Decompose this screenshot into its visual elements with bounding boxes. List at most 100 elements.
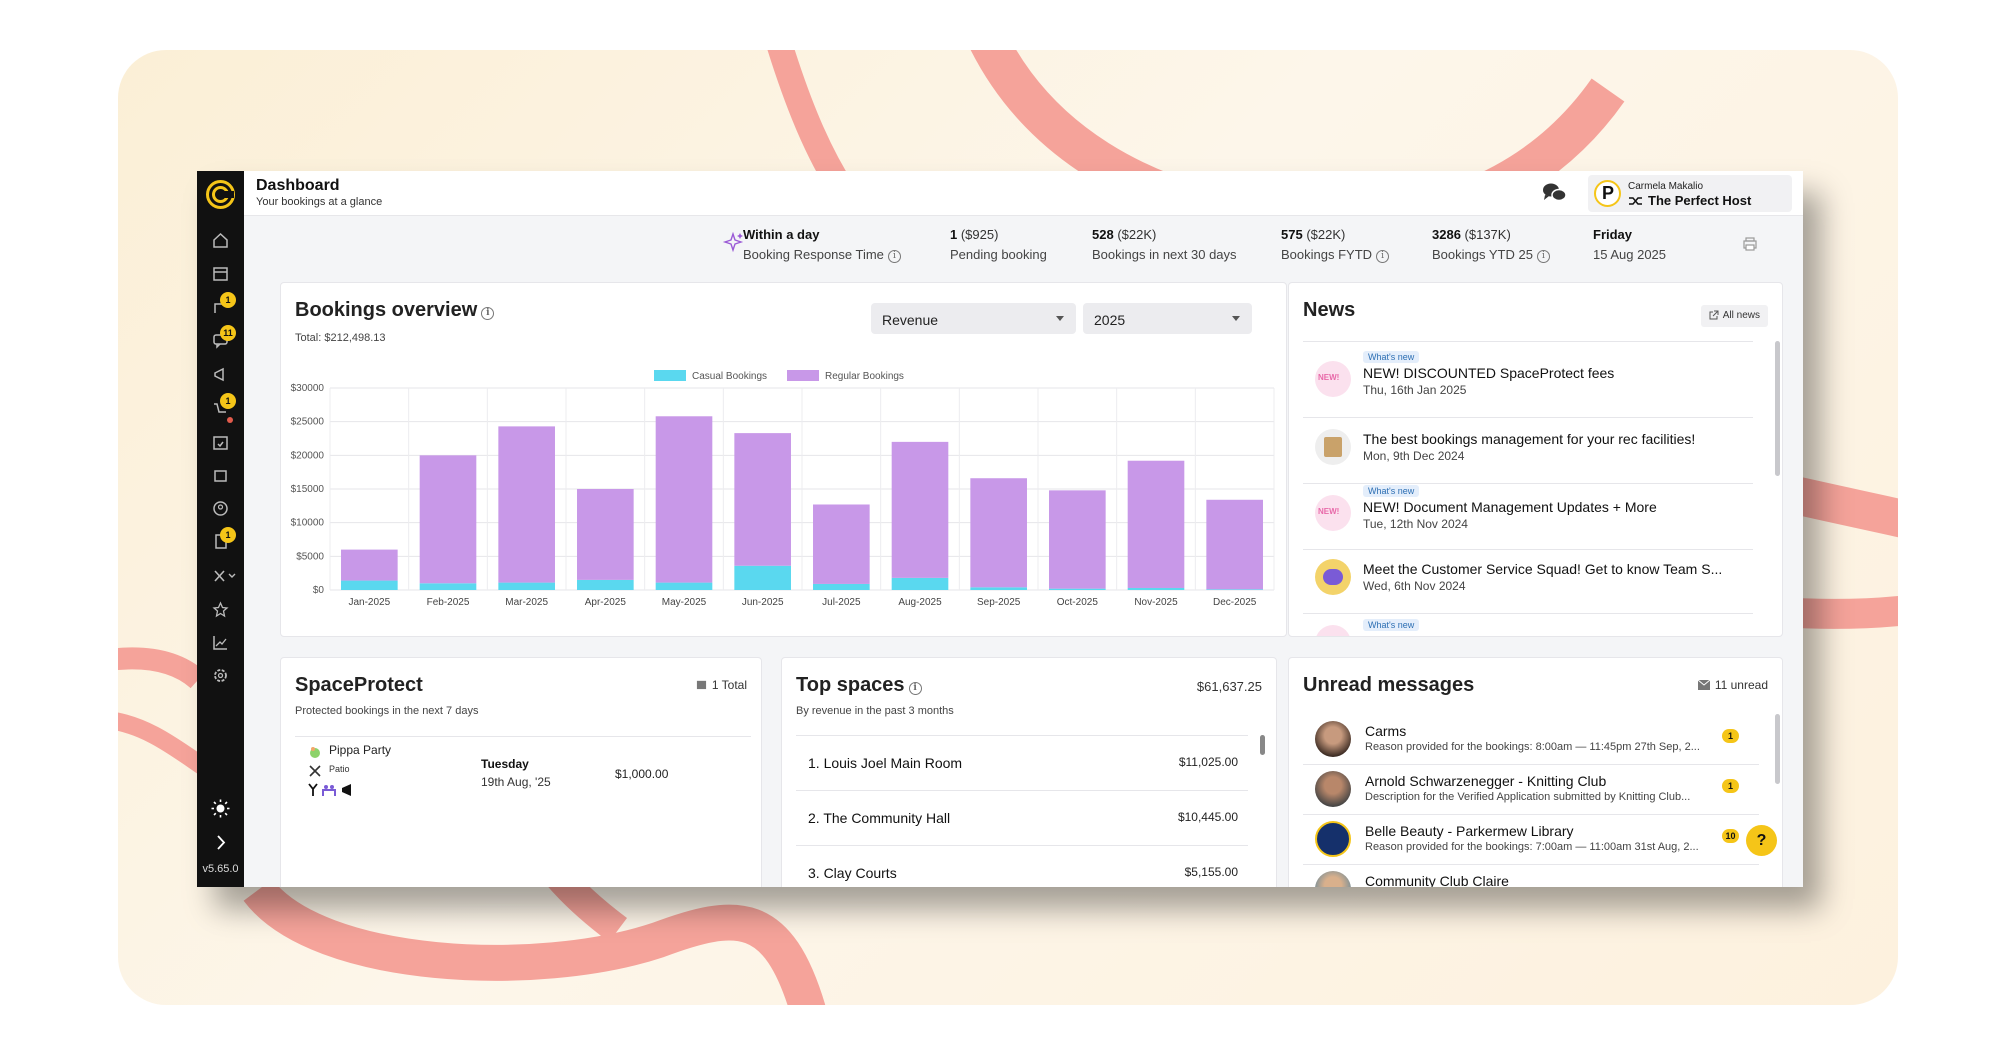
chevron-down-icon: [1056, 316, 1064, 321]
news-card: News All news NEW! What's new NEW! DISCO…: [1288, 282, 1783, 637]
settings-icon[interactable]: [211, 666, 230, 685]
megaphone-icon[interactable]: [211, 365, 230, 384]
chat-icon[interactable]: [1541, 181, 1569, 205]
top-spaces-total: $61,637.25: [1196, 679, 1262, 694]
news-title-text: NEW! Document Management Updates + More: [1363, 499, 1657, 515]
star-icon[interactable]: [211, 600, 230, 619]
x-tick-label: Feb-2025: [427, 597, 470, 608]
news-item[interactable]: What's new: [1303, 619, 1753, 636]
legend-label: Regular Bookings: [825, 371, 904, 382]
x-tick-label: Mar-2025: [505, 597, 548, 608]
top-space-row[interactable]: 3. Clay Courts $5,155.00: [808, 865, 1238, 881]
x-tick-label: Sep-2025: [977, 597, 1021, 608]
news-item[interactable]: NEW! What's new NEW! Document Management…: [1303, 485, 1753, 545]
bar-regular-bookings: [1049, 490, 1106, 589]
print-icon[interactable]: [1742, 236, 1758, 252]
bookings-overview-title: Bookings overview i: [295, 299, 495, 322]
spaces-icon[interactable]: [211, 466, 230, 485]
bar-regular-bookings: [970, 478, 1027, 588]
stat-pending[interactable]: 1 ($925) Pending booking: [950, 227, 1047, 262]
top-spaces-subtitle: By revenue in the past 3 months: [796, 705, 954, 717]
top-space-row[interactable]: 2. The Community Hall $10,445.00: [808, 810, 1238, 826]
message-row[interactable]: Belle Beauty - Parkermew Library Reason …: [1303, 814, 1759, 864]
messages-badge: 11: [220, 325, 236, 341]
stat-ytd[interactable]: 3286 ($137K) Bookings YTD 25 i: [1432, 227, 1550, 263]
stat-fytd[interactable]: 575 ($22K) Bookings FYTD i: [1281, 227, 1390, 263]
bar-regular-bookings: [813, 504, 870, 584]
bar-casual-bookings: [498, 582, 555, 590]
bar-regular-bookings: [577, 489, 634, 580]
all-news-button[interactable]: All news: [1700, 305, 1768, 327]
legend-label: Casual Bookings: [692, 371, 767, 382]
app-logo-icon[interactable]: [205, 179, 236, 210]
bar-regular-bookings: [1206, 499, 1263, 590]
bar-casual-bookings: [1206, 589, 1263, 590]
news-item[interactable]: NEW! What's new NEW! DISCOUNTED SpacePro…: [1303, 351, 1753, 411]
bar-casual-bookings: [577, 579, 634, 590]
metric-select[interactable]: Revenue: [871, 303, 1076, 334]
message-row[interactable]: Arnold Schwarzenegger - Knitting Club De…: [1303, 764, 1759, 814]
cart-icon[interactable]: [211, 399, 230, 418]
y-tick-label: $5000: [296, 551, 324, 562]
y-tick-label: $15000: [291, 484, 325, 495]
whats-new-tag: What's new: [1363, 619, 1420, 631]
bar-casual-bookings: [1127, 587, 1185, 590]
calendar-check-icon[interactable]: [211, 433, 230, 452]
tools-icon[interactable]: [211, 566, 238, 585]
app-version: v5.65.0: [202, 863, 239, 875]
messages-scrollbar[interactable]: [1775, 714, 1780, 784]
theme-toggle-icon[interactable]: [211, 799, 230, 818]
message-sender: Belle Beauty - Parkermew Library: [1365, 823, 1574, 839]
info-icon: i: [908, 682, 922, 695]
booking-amount: $1,000.00: [615, 767, 669, 781]
news-scrollbar[interactable]: [1775, 341, 1780, 476]
spaceprotect-booking-row[interactable]: Pippa Party Patio Tuesday 19th Aug, '25 …: [295, 740, 751, 810]
bar-casual-bookings: [1049, 588, 1106, 590]
avatar: [1315, 771, 1351, 807]
x-tick-label: Nov-2025: [1134, 597, 1178, 608]
page-title: Dashboard: [256, 177, 340, 194]
stat-next-30-days[interactable]: 528 ($22K) Bookings in next 30 days: [1092, 227, 1237, 262]
top-spaces-scrollbar[interactable]: [1260, 735, 1265, 755]
bookings-badge: 1: [220, 292, 236, 308]
news-title: News: [1303, 299, 1356, 321]
bar-casual-bookings: [970, 587, 1027, 590]
expand-chevron-icon[interactable]: [211, 833, 230, 852]
news-thumbnail: [1315, 559, 1351, 595]
profile-org: The Perfect Host: [1648, 193, 1752, 208]
cart-badge: 1: [220, 393, 236, 409]
bookings-chart: $0 $5000 $10000 $15000 $20000 $25000 $30000 Jan…: [291, 370, 1275, 608]
legend-swatch: [787, 370, 819, 381]
top-space-row[interactable]: 1. Louis Joel Main Room $11,025.00: [808, 755, 1238, 771]
news-item[interactable]: Meet the Customer Service Squad! Get to …: [1303, 555, 1753, 610]
spaceprotect-card: SpaceProtect Protected bookings in the n…: [280, 657, 762, 887]
news-thumbnail: [1315, 625, 1351, 636]
help-button[interactable]: ?: [1746, 825, 1777, 856]
message-preview: Description for the Verified Application…: [1365, 791, 1691, 803]
calendar-icon[interactable]: [211, 264, 230, 283]
info-icon: i: [1376, 250, 1390, 263]
user-circle-icon[interactable]: [211, 499, 230, 518]
message-row[interactable]: Carms Reason provided for the bookings: …: [1303, 714, 1759, 764]
bookings-total: Total: $212,498.13: [295, 332, 386, 344]
news-title-text: NEW! DISCOUNTED SpaceProtect fees: [1363, 365, 1615, 381]
chart-icon[interactable]: [211, 633, 230, 652]
sparkle-icon: [722, 231, 744, 253]
bar-casual-bookings: [813, 583, 870, 590]
info-icon: i: [481, 307, 495, 320]
news-item[interactable]: The best bookings management for your re…: [1303, 423, 1753, 478]
top-spaces-title: Top spaces i: [796, 674, 922, 697]
page-subtitle: Your bookings at a glance: [256, 196, 383, 208]
profile-switcher[interactable]: P Carmela Makalio The Perfect Host: [1588, 175, 1792, 212]
x-tick-label: Jun-2025: [742, 597, 784, 608]
x-tick-label: Jul-2025: [822, 597, 861, 608]
bar-casual-bookings: [655, 582, 713, 590]
stat-response-time: Within a day Booking Response Time i: [743, 227, 901, 263]
year-select[interactable]: 2025: [1083, 303, 1252, 334]
external-link-icon: [1709, 310, 1719, 320]
unread-badge: 1: [1722, 729, 1739, 743]
info-icon: i: [887, 250, 901, 263]
y-tick-label: $20000: [291, 450, 325, 461]
message-row[interactable]: Community Club Claire: [1303, 864, 1759, 887]
home-icon[interactable]: [211, 231, 230, 250]
